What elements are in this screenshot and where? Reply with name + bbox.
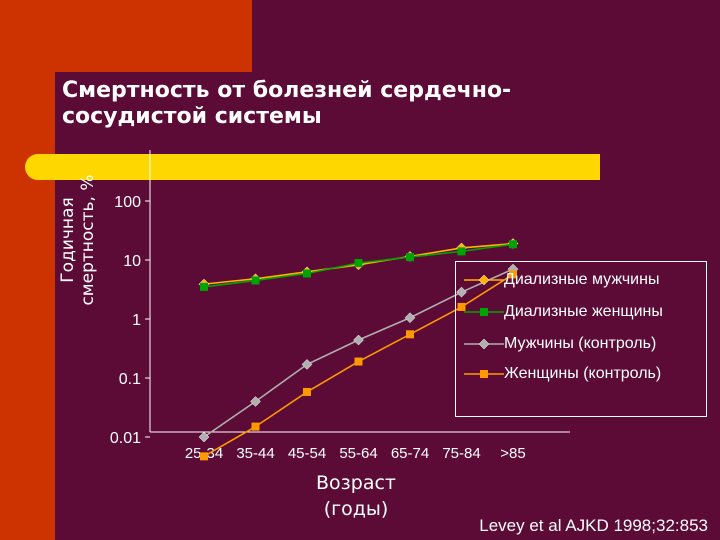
- accent-block: [0, 0, 252, 72]
- data-point-marker: [509, 240, 517, 249]
- chart-series: [198, 238, 519, 461]
- legend-item: Диализные женщины: [456, 300, 706, 324]
- data-point-marker: [200, 452, 208, 461]
- data-point-marker: [250, 396, 261, 407]
- series-group: [200, 270, 517, 461]
- y-tick-label: 100: [114, 194, 141, 211]
- data-point-marker: [251, 276, 260, 285]
- data-point-marker: [404, 312, 416, 324]
- x-tick-label: 45-54: [288, 445, 326, 462]
- x-tick-label: 35-44: [236, 445, 274, 462]
- legend-item: Женщины (контроль): [456, 362, 706, 386]
- y-tick-labels: 100 10 1 0.1 0.01: [110, 194, 141, 447]
- legend-swatch-marker: [480, 370, 488, 378]
- y-tick-label: 0.01: [110, 430, 141, 447]
- x-tick-label: 75-84: [442, 445, 480, 462]
- legend-item: Мужчины (контроль): [456, 332, 706, 356]
- data-point-marker: [456, 286, 467, 298]
- x-tick-label: 55-64: [339, 445, 377, 462]
- y-tick-label: 10: [123, 253, 141, 270]
- chart-axes: [145, 150, 570, 438]
- accent-strip: [0, 72, 55, 540]
- data-point-marker: [354, 258, 363, 267]
- legend-label: Женщины (контроль): [504, 365, 662, 382]
- legend-item: Диализные мужчины: [456, 268, 706, 292]
- legend-swatch-marker: [478, 274, 490, 286]
- data-point-marker: [251, 422, 260, 431]
- legend-label: Диализные мужчины: [504, 271, 660, 288]
- legend-swatch-icon: [464, 308, 504, 316]
- y-axis-label: Годичная смертность, %: [58, 174, 98, 306]
- data-point-marker: [457, 302, 466, 311]
- x-tick-label: >85: [500, 445, 525, 462]
- y-tick-label: 0.1: [119, 371, 141, 388]
- data-point-marker: [457, 247, 466, 256]
- legend-label: Мужчины (контроль): [504, 335, 657, 352]
- legend-swatch-marker: [480, 308, 488, 316]
- data-point-marker: [406, 330, 414, 339]
- data-point-marker: [303, 387, 311, 396]
- data-point-marker: [406, 253, 414, 262]
- x-axis-label: Возраст (годы): [316, 472, 396, 520]
- data-point-marker: [303, 269, 311, 278]
- data-point-marker: [198, 431, 210, 443]
- chart-legend: Диализные мужчины Диализные женщины Мужч…: [455, 261, 707, 417]
- data-point-marker: [353, 334, 364, 346]
- slide-title: Смертность от болезней сердечно- сосудис…: [62, 78, 512, 129]
- series-group: [200, 240, 517, 291]
- legend-swatch-marker: [478, 338, 490, 350]
- legend-swatch-icon: [464, 338, 504, 350]
- legend-swatch-icon: [464, 274, 504, 286]
- citation: Levey et al AJKD 1998;32:853: [479, 516, 708, 535]
- x-tick-label: 65-74: [391, 445, 429, 462]
- data-point-marker: [354, 357, 363, 366]
- legend-label: Диализные женщины: [504, 303, 663, 320]
- legend-swatch-icon: [464, 370, 504, 378]
- data-point-marker: [200, 282, 208, 291]
- data-point-marker: [509, 270, 517, 279]
- y-tick-label: 1: [132, 312, 141, 329]
- highlight-bar: [25, 154, 600, 180]
- data-point-marker: [301, 359, 313, 370]
